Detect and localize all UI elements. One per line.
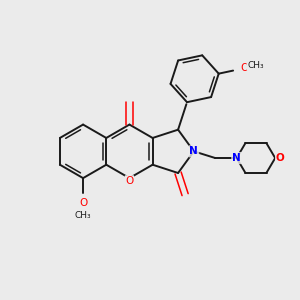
Text: N: N [189,146,198,156]
Text: O: O [241,63,249,73]
Text: O: O [276,153,284,163]
Text: N: N [232,153,241,163]
Text: CH₃: CH₃ [75,211,92,220]
Text: CH₃: CH₃ [247,61,264,70]
Text: N: N [189,146,198,156]
Text: O: O [125,176,134,186]
Text: O: O [79,198,87,208]
